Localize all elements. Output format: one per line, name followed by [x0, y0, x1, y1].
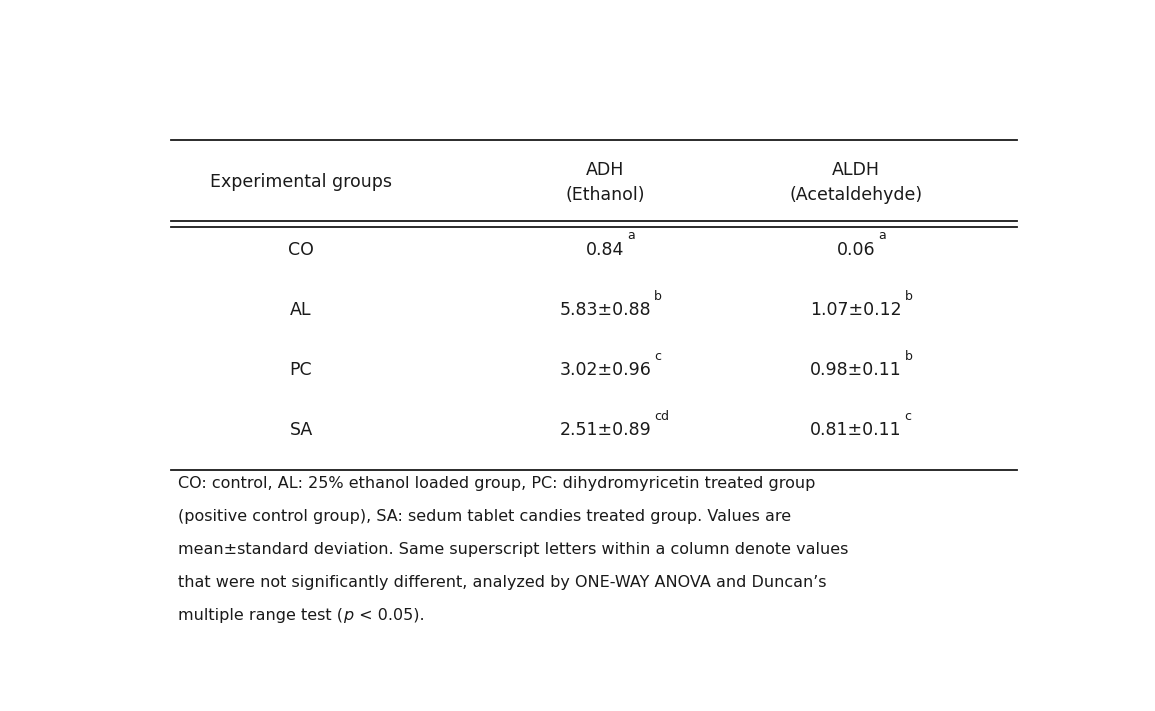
Text: CO: CO	[288, 240, 314, 259]
Text: 1.07±0.12: 1.07±0.12	[810, 301, 902, 319]
Text: CO: control, AL: 25% ethanol loaded group, PC: dihydromyricetin treated group: CO: control, AL: 25% ethanol loaded grou…	[178, 476, 815, 491]
Text: cd: cd	[654, 410, 669, 423]
Text: a: a	[627, 230, 635, 242]
Text: 3.02±0.96: 3.02±0.96	[559, 361, 651, 379]
Text: Experimental groups: Experimental groups	[210, 173, 392, 191]
Text: c: c	[654, 350, 661, 363]
Text: (Acetaldehyde): (Acetaldehyde)	[789, 186, 923, 204]
Text: 0.84: 0.84	[587, 240, 625, 259]
Text: 5.83±0.88: 5.83±0.88	[559, 301, 651, 319]
Text: p: p	[343, 608, 353, 623]
Text: b: b	[904, 350, 912, 363]
Text: ADH: ADH	[587, 161, 625, 179]
Text: multiple range test (: multiple range test (	[178, 608, 343, 623]
Text: ALDH: ALDH	[832, 161, 880, 179]
Text: b: b	[654, 289, 662, 303]
Text: 0.98±0.11: 0.98±0.11	[810, 361, 902, 379]
Text: PC: PC	[290, 361, 312, 379]
Text: 2.51±0.89: 2.51±0.89	[559, 421, 651, 439]
Text: < 0.05).: < 0.05).	[353, 608, 424, 623]
Text: (Ethanol): (Ethanol)	[566, 186, 646, 204]
Text: SA: SA	[290, 421, 313, 439]
Text: 0.81±0.11: 0.81±0.11	[810, 421, 902, 439]
Text: AL: AL	[290, 301, 312, 319]
Text: a: a	[878, 230, 886, 242]
Text: that were not significantly different, analyzed by ONE-WAY ANOVA and Duncan’s: that were not significantly different, a…	[178, 575, 827, 590]
Text: b: b	[904, 289, 912, 303]
Text: 0.06: 0.06	[836, 240, 875, 259]
Text: (positive control group), SA: sedum tablet candies treated group. Values are: (positive control group), SA: sedum tabl…	[178, 509, 791, 524]
Text: c: c	[904, 410, 911, 423]
Text: mean±standard deviation. Same superscript letters within a column denote values: mean±standard deviation. Same superscrip…	[178, 542, 849, 557]
